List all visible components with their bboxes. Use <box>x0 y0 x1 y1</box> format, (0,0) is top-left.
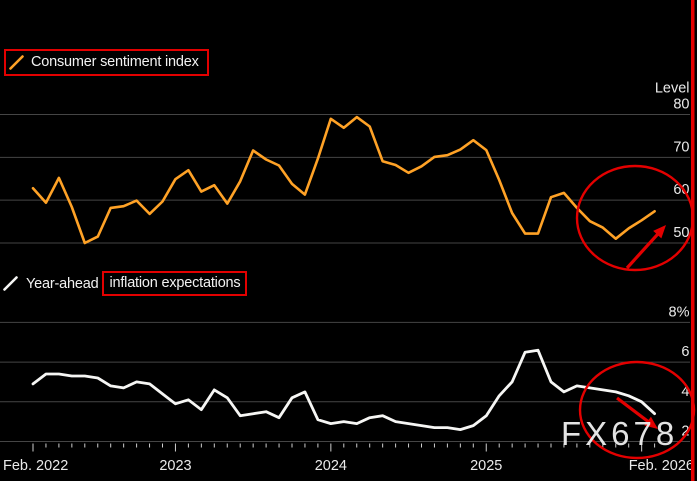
y-axis-unit-label: Level <box>655 81 690 97</box>
inflation-down-arrow-head <box>644 416 658 429</box>
inflation-ytick-label: 8% <box>669 304 690 320</box>
x-axis-label: 2023 <box>159 458 191 474</box>
x-axis: Feb. 2022 2023 2024 2025 Feb. 2026 <box>3 443 694 474</box>
sentiment-ytick-label: 70 <box>673 139 689 155</box>
legend-consumer-sentiment: Consumer sentiment index <box>4 49 209 76</box>
sentiment-ytick-label: 80 <box>673 97 689 113</box>
sentiment-line-swatch-icon <box>9 54 24 70</box>
inflation-series-line <box>31 348 656 432</box>
red-annotations <box>575 0 696 481</box>
inflation-ytick-label: 2 <box>681 424 689 440</box>
x-axis-label: Feb. 2022 <box>3 458 68 474</box>
inflation-ytick-label: 4 <box>681 384 689 400</box>
inflation-pane: 8% 6 4 2 <box>0 304 690 442</box>
inflation-ytick-label: 6 <box>681 344 689 360</box>
inflation-down-arrow-shaft <box>616 396 651 424</box>
inflation-line-swatch-icon <box>3 276 18 291</box>
sentiment-ytick-label: 50 <box>673 225 689 241</box>
x-axis-label: Feb. 2026 <box>629 458 694 474</box>
sentiment-highlight-ellipse <box>575 164 695 272</box>
sentiment-up-arrow-shaft <box>625 232 660 270</box>
x-axis-label: 2024 <box>315 458 347 474</box>
right-edge-red-stripe <box>691 0 695 481</box>
legend-consumer-sentiment-label: Consumer sentiment index <box>31 54 199 70</box>
sentiment-up-arrow-head <box>653 225 666 239</box>
watermark: FX678 <box>561 415 679 452</box>
x-axis-label: 2025 <box>470 458 502 474</box>
legend-inflation-plain-label: Year-ahead <box>26 275 99 292</box>
legend-inflation-boxed-label: inflation expectations <box>102 271 248 296</box>
legend-inflation-expectations: Year-ahead inflation expectations <box>3 271 248 296</box>
sentiment-series-line <box>31 115 656 245</box>
